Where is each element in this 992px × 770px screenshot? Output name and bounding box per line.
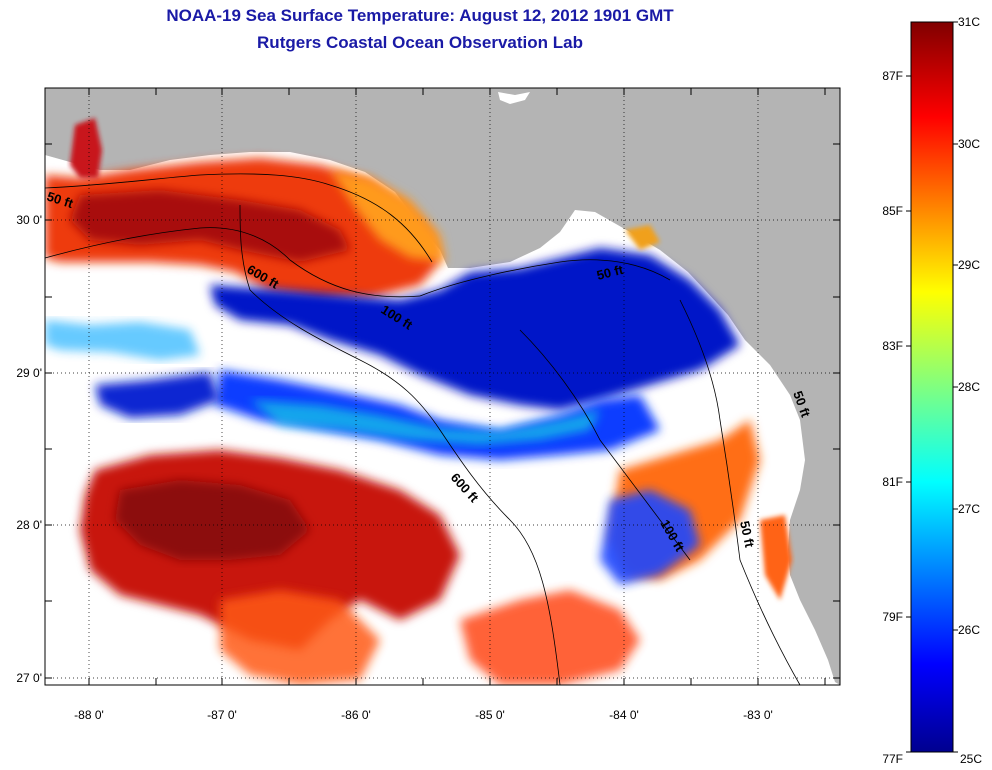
celsius-label: 31C	[958, 15, 980, 29]
fahrenheit-label: 85F	[882, 204, 903, 218]
x-tick-label: -84 0'	[609, 708, 639, 722]
y-tick-label: 30 0'	[16, 213, 42, 227]
x-axis-labels: -88 0' -87 0' -86 0' -85 0' -84 0' -83 0…	[74, 708, 773, 722]
sst-bay-east	[625, 225, 660, 250]
axis-ticks	[45, 88, 840, 685]
map-frame	[44, 87, 841, 686]
fahrenheit-label: 79F	[882, 610, 903, 624]
contour-100ft-east	[519, 329, 691, 561]
contour-50ft-north	[44, 173, 433, 263]
lake-marker	[498, 92, 530, 104]
colorbar-ticks	[906, 21, 958, 753]
contour-600ft-north	[44, 227, 421, 298]
x-tick-label: -83 0'	[743, 708, 773, 722]
sst-east-shelf-blue	[600, 490, 700, 585]
contour-100ft-north	[419, 259, 671, 297]
y-tick-label: 28 0'	[16, 518, 42, 532]
celsius-label: 30C	[958, 137, 980, 151]
sst-south-central-patch	[460, 590, 640, 685]
sst-hot-core	[70, 190, 350, 262]
sst-cool-band-north	[210, 248, 740, 410]
x-tick-label: -88 0'	[74, 708, 104, 722]
x-tick-label: -85 0'	[475, 708, 505, 722]
y-axis-labels: 30 0' 29 0' 28 0' 27 0'	[16, 213, 42, 685]
colorbar-fahrenheit-labels: 87F 85F 83F 81F 79F 77F	[882, 69, 903, 766]
title-line-2: Rutgers Coastal Ocean Observation Lab	[257, 33, 583, 52]
gridlines	[45, 88, 840, 685]
celsius-label: 28C	[958, 380, 980, 394]
x-tick-label: -86 0'	[341, 708, 371, 722]
title-line-1: NOAA-19 Sea Surface Temperature: August …	[166, 6, 674, 25]
fahrenheit-label: 83F	[882, 339, 903, 353]
sst-west-blue	[95, 372, 220, 418]
contour-50ft-east	[679, 299, 801, 686]
fahrenheit-label: 81F	[882, 475, 903, 489]
fahrenheit-label: 77F	[882, 752, 903, 766]
depth-contours	[44, 173, 801, 686]
sst-south-orange	[220, 590, 380, 685]
sst-bay-west	[70, 118, 102, 178]
colorbar	[910, 21, 954, 753]
depth-label: 50 ft	[737, 520, 757, 550]
sst-west-bluegreen	[45, 320, 200, 360]
sst-coastal-strip	[760, 515, 792, 600]
x-tick-label: -87 0'	[207, 708, 237, 722]
contour-600ft-main	[239, 204, 561, 686]
y-tick-label: 27 0'	[16, 671, 42, 685]
celsius-label: 25C	[960, 752, 982, 766]
celsius-label: 29C	[958, 258, 980, 272]
fahrenheit-label: 87F	[882, 69, 903, 83]
depth-label: 50 ft	[595, 262, 625, 283]
sst-cyan-streak	[250, 400, 600, 445]
y-tick-label: 29 0'	[16, 366, 42, 380]
celsius-label: 27C	[958, 502, 980, 516]
celsius-label: 26C	[958, 623, 980, 637]
sst-southwest-hot-core	[115, 480, 310, 560]
colorbar-celsius-labels: 31C 30C 29C 28C 27C 26C 25C	[958, 15, 982, 766]
